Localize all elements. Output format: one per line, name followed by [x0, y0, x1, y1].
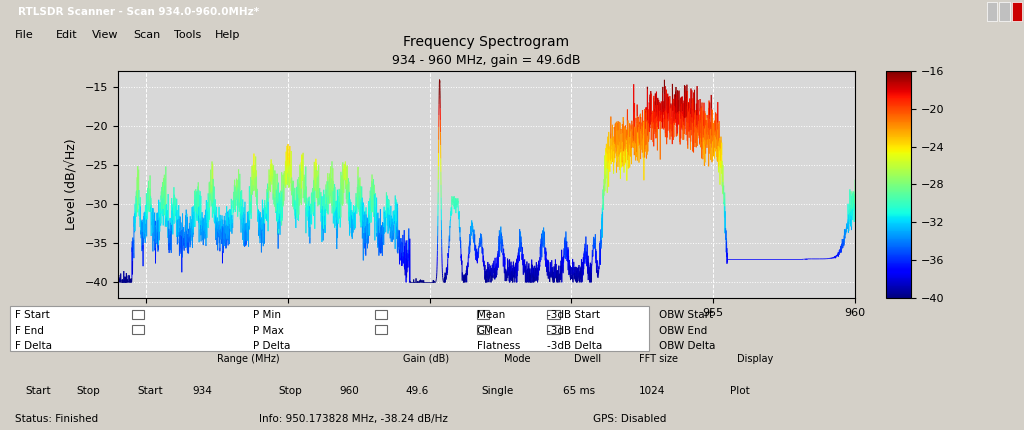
FancyBboxPatch shape: [476, 310, 488, 319]
FancyBboxPatch shape: [548, 310, 560, 319]
Text: F Start: F Start: [15, 310, 50, 320]
Text: Frequency Spectrogram: Frequency Spectrogram: [403, 35, 569, 49]
Text: Single: Single: [481, 386, 514, 396]
Text: F Delta: F Delta: [15, 341, 52, 351]
Text: Mode: Mode: [504, 354, 530, 364]
Text: 49.6: 49.6: [406, 386, 429, 396]
Text: Scan: Scan: [133, 31, 161, 40]
Text: Status: Finished: Status: Finished: [15, 414, 98, 424]
Text: Tools: Tools: [174, 31, 202, 40]
FancyBboxPatch shape: [1012, 3, 1022, 22]
FancyBboxPatch shape: [548, 325, 560, 334]
Text: File: File: [15, 31, 34, 40]
Text: -3dB Start: -3dB Start: [548, 310, 600, 320]
Text: P Min: P Min: [254, 310, 282, 320]
Text: Plot: Plot: [730, 386, 750, 396]
Text: Mean: Mean: [476, 310, 505, 320]
Text: F End: F End: [15, 326, 44, 336]
Text: -3dB End: -3dB End: [548, 326, 595, 336]
Text: FFT size: FFT size: [640, 354, 679, 364]
Text: Gain (dB): Gain (dB): [402, 354, 449, 364]
Text: Help: Help: [215, 31, 241, 40]
FancyBboxPatch shape: [999, 3, 1010, 22]
Text: Stop: Stop: [76, 386, 99, 396]
Text: Dwell: Dwell: [574, 354, 601, 364]
Text: Edit: Edit: [56, 31, 78, 40]
Text: GMean: GMean: [476, 326, 513, 336]
Text: 934: 934: [193, 386, 213, 396]
Text: 960: 960: [340, 386, 359, 396]
Text: Display: Display: [737, 354, 773, 364]
X-axis label: Frequency (MHz): Frequency (MHz): [434, 323, 539, 336]
Text: OBW End: OBW End: [659, 326, 708, 336]
FancyBboxPatch shape: [132, 325, 144, 334]
Text: RTLSDR Scanner - Scan 934.0-960.0MHz*: RTLSDR Scanner - Scan 934.0-960.0MHz*: [18, 7, 259, 17]
FancyBboxPatch shape: [375, 325, 387, 334]
Text: Info: 950.173828 MHz, -38.24 dB/Hz: Info: 950.173828 MHz, -38.24 dB/Hz: [258, 414, 447, 424]
Text: OBW Delta: OBW Delta: [659, 341, 716, 351]
FancyBboxPatch shape: [987, 3, 997, 22]
FancyBboxPatch shape: [132, 310, 144, 319]
Text: Stop: Stop: [279, 386, 302, 396]
Text: OBW Start: OBW Start: [659, 310, 713, 320]
Text: 1024: 1024: [639, 386, 666, 396]
Text: Start: Start: [137, 386, 163, 396]
Text: GPS: Disabled: GPS: Disabled: [593, 414, 667, 424]
Text: View: View: [92, 31, 119, 40]
Y-axis label: Level (dB/√Hz): Level (dB/√Hz): [66, 138, 79, 230]
Text: Flatness: Flatness: [476, 341, 520, 351]
Text: P Delta: P Delta: [254, 341, 291, 351]
FancyBboxPatch shape: [10, 306, 649, 351]
Text: 65 ms: 65 ms: [563, 386, 595, 396]
Text: P Max: P Max: [254, 326, 285, 336]
Text: Range (MHz): Range (MHz): [217, 354, 280, 364]
Text: 934 - 960 MHz, gain = 49.6dB: 934 - 960 MHz, gain = 49.6dB: [392, 54, 581, 67]
Text: Start: Start: [26, 386, 51, 396]
Text: -3dB Delta: -3dB Delta: [548, 341, 603, 351]
FancyBboxPatch shape: [476, 325, 488, 334]
FancyBboxPatch shape: [375, 310, 387, 319]
